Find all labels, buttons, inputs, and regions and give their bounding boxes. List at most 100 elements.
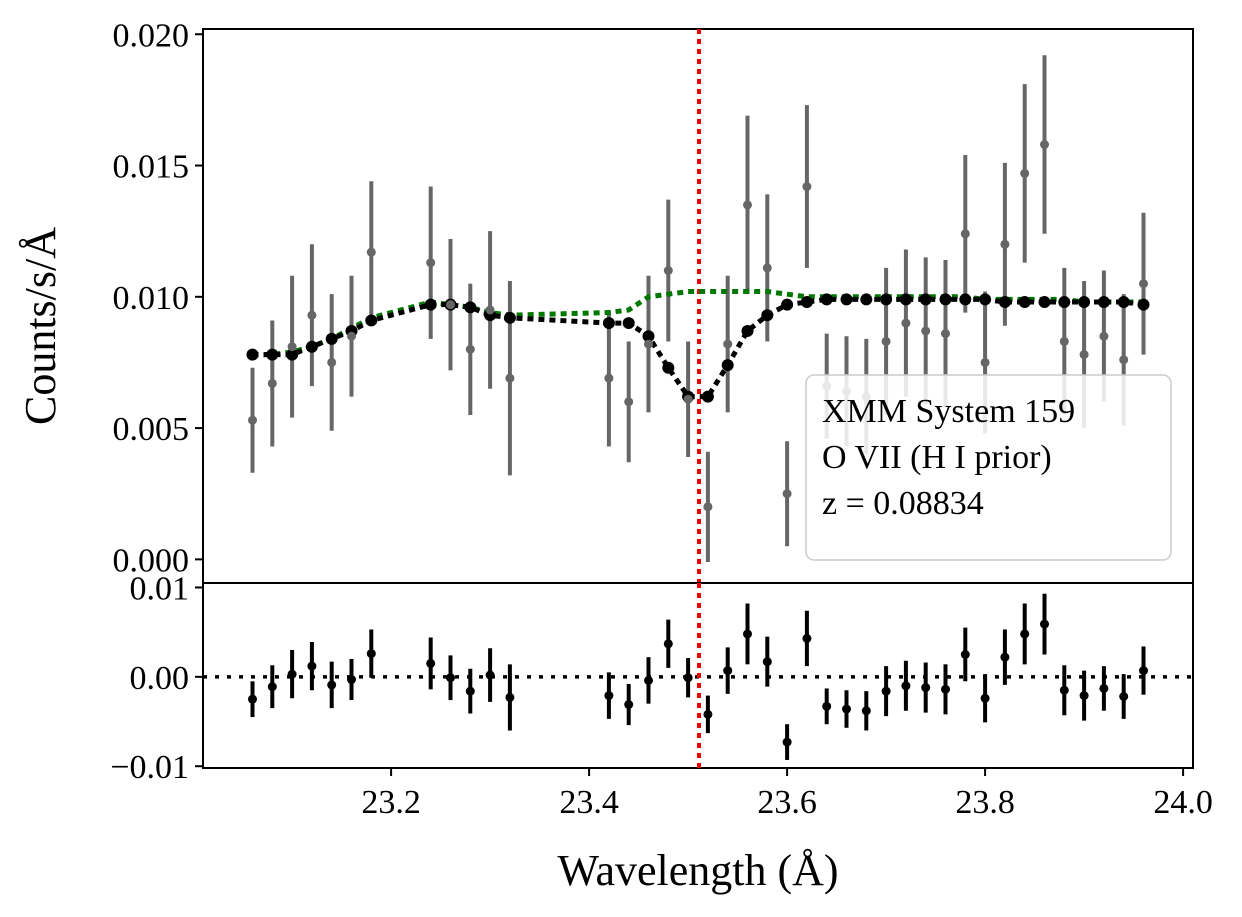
legend-line-redshift: z = 0.08834 — [822, 485, 984, 522]
data-point — [1079, 350, 1089, 360]
y-tick-label: −0.01 — [110, 749, 189, 786]
data-point — [1040, 140, 1049, 150]
y-tick-label: 0.00 — [130, 660, 190, 697]
model-point — [1078, 296, 1091, 309]
x-tick-label: 23.2 — [361, 784, 421, 821]
residual-point — [703, 709, 713, 719]
model-point — [998, 296, 1011, 309]
data-point — [604, 373, 614, 383]
data-point — [1020, 168, 1030, 178]
x-tick-label: 23.4 — [559, 784, 619, 821]
data-point — [683, 394, 693, 404]
residual-point — [1000, 652, 1010, 662]
data-point — [327, 357, 337, 367]
residual-point — [1139, 666, 1148, 676]
model-point — [899, 293, 912, 306]
residual-point — [644, 675, 653, 685]
residual-point — [327, 680, 337, 690]
data-point — [267, 378, 277, 388]
data-point — [446, 300, 455, 310]
data-point — [426, 258, 436, 268]
top-y-ticks: 0.000 0.005 0.010 0.015 0.020 — [113, 17, 203, 579]
residual-point — [1059, 685, 1069, 695]
model-point — [741, 324, 754, 337]
data-point — [723, 339, 733, 349]
model-point — [1058, 296, 1071, 309]
data-point — [743, 200, 752, 210]
residual-point — [881, 686, 891, 696]
residual-point — [604, 691, 614, 701]
residual-points — [248, 619, 1148, 747]
x-tick-label: 23.8 — [955, 784, 1015, 821]
data-point — [901, 318, 911, 328]
residual-point — [465, 686, 475, 696]
model-point — [286, 348, 299, 361]
residual-point — [743, 629, 752, 639]
residual-point — [861, 706, 871, 716]
residual-point — [683, 673, 693, 683]
data-point — [287, 342, 297, 352]
residual-point — [960, 649, 970, 659]
model-point — [959, 293, 972, 306]
data-point — [1059, 336, 1069, 346]
model-point — [365, 314, 378, 327]
y-tick-label: 0.020 — [113, 17, 190, 54]
residual-point — [802, 633, 812, 643]
model-point — [602, 317, 615, 330]
residual-point — [1119, 692, 1129, 702]
data-point — [347, 331, 356, 341]
data-point — [366, 247, 376, 257]
top-data-points — [248, 140, 1148, 512]
legend-line-system: XMM System 159 — [822, 393, 1075, 430]
data-point — [1119, 355, 1129, 365]
bottom-x-ticks: 23.2 23.4 23.6 23.8 24.0 — [361, 768, 1213, 821]
model-point — [701, 390, 714, 403]
residual-point — [1079, 691, 1089, 701]
model-point — [325, 332, 338, 345]
model-point — [642, 330, 655, 343]
model-point — [939, 293, 952, 306]
model-point — [781, 298, 794, 311]
data-point — [248, 415, 257, 425]
model-point — [1018, 296, 1031, 309]
residual-point — [723, 666, 733, 676]
data-point — [802, 182, 812, 192]
model-point — [1117, 296, 1130, 309]
y-axis-title: Counts/s/Å — [16, 227, 65, 425]
model-point — [1137, 298, 1150, 311]
model-point — [860, 293, 873, 306]
continuum-model-line — [252, 289, 1144, 358]
residual-point — [446, 673, 455, 683]
model-point — [1097, 296, 1110, 309]
data-point — [881, 336, 891, 346]
model-point — [721, 359, 734, 372]
data-point — [485, 305, 495, 315]
residual-point — [287, 669, 297, 679]
absorption-model-line — [246, 293, 1150, 403]
model-point — [622, 317, 635, 330]
residual-point — [901, 681, 911, 691]
y-tick-label: 0.015 — [113, 149, 190, 186]
residual-point — [248, 694, 257, 704]
residual-point — [267, 682, 277, 692]
data-point — [782, 489, 792, 499]
data-point — [1000, 239, 1010, 249]
data-point — [663, 266, 673, 276]
data-point — [1099, 331, 1109, 341]
model-point — [1038, 296, 1051, 309]
top-panel: 0.000 0.005 0.010 0.015 0.020 XMM System 159… — [113, 17, 1194, 584]
residual-point — [307, 661, 317, 671]
data-point — [465, 344, 475, 354]
data-point — [307, 310, 317, 320]
model-point — [800, 296, 813, 309]
model-point — [424, 298, 437, 311]
legend-line-ion: O VII (H I prior) — [822, 439, 1052, 476]
residual-point — [426, 658, 436, 668]
residual-point — [663, 639, 673, 649]
residual-point — [347, 675, 356, 685]
x-tick-label: 24.0 — [1153, 784, 1213, 821]
residual-point — [842, 704, 851, 714]
model-point — [979, 293, 992, 306]
legend: XMM System 159 O VII (H I prior) z = 0.0… — [805, 374, 1172, 561]
